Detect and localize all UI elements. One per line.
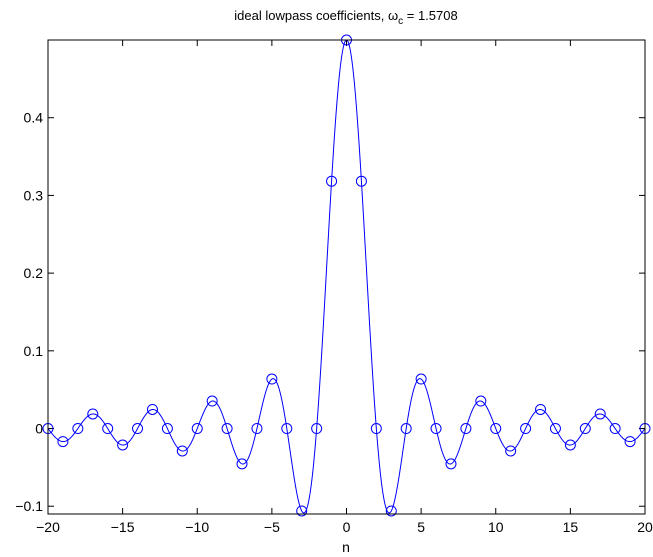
coefficient-marker: [355, 175, 367, 187]
coefficient-marker: [221, 423, 233, 435]
coefficient-marker: [385, 505, 397, 517]
x-tick-label: −15: [111, 519, 135, 535]
coefficient-marker: [281, 423, 293, 435]
x-tick-label: −5: [264, 519, 280, 535]
chart-title: ideal lowpass coefficients, ωc = 1.5708: [234, 8, 457, 27]
coefficient-marker: [490, 423, 502, 435]
chart-title-symbol: ω: [388, 8, 398, 23]
x-tick-label: 15: [563, 519, 579, 535]
coefficient-marker: [400, 423, 412, 435]
coefficient-marker: [72, 423, 84, 435]
y-tick-label: 0: [35, 421, 43, 437]
x-axis-label: n: [342, 539, 350, 555]
x-tick-label: 20: [637, 519, 653, 535]
coefficient-marker: [594, 408, 606, 420]
y-tick-label: −0.1: [15, 498, 43, 514]
coefficient-marker: [475, 395, 487, 407]
coefficient-marker: [146, 403, 158, 415]
coefficient-marker: [549, 423, 561, 435]
axes-box: [47, 39, 646, 515]
coefficient-marker: [266, 373, 278, 385]
coefficient-marker: [460, 423, 472, 435]
coefficient-marker: [176, 445, 188, 457]
coefficient-marker: [296, 505, 308, 517]
coefficient-marker: [161, 423, 173, 435]
tick-labels-layer: −20 −15 −10 −5 0 5 10 15 20 −0.1 0 0.1 0.2 0.3 0.4: [15, 110, 653, 535]
coefficient-marker: [236, 458, 248, 470]
coefficient-marker: [564, 439, 576, 451]
coefficient-marker: [520, 423, 532, 435]
y-tick-label: 0.3: [24, 187, 44, 203]
coefficient-marker: [505, 445, 517, 457]
x-tick-label: 10: [488, 519, 504, 535]
coefficient-marker: [535, 403, 547, 415]
coefficient-marker: [191, 423, 203, 435]
coefficient-marker: [102, 423, 114, 435]
y-tick-label: 0.4: [24, 110, 44, 126]
coefficient-marker: [311, 423, 323, 435]
coefficient-marker: [117, 439, 129, 451]
coefficient-marker: [326, 175, 338, 187]
x-tick-label: 5: [417, 519, 425, 535]
coefficient-marker: [87, 408, 99, 420]
markers-layer: [42, 34, 651, 517]
coefficient-marker: [609, 423, 621, 435]
coefficient-marker: [415, 373, 427, 385]
plot-area: [48, 40, 645, 514]
coefficient-marker: [57, 436, 69, 448]
coefficient-marker: [624, 436, 636, 448]
chart-title-prefix: ideal lowpass coefficients,: [234, 8, 388, 23]
x-tick-label: −20: [36, 519, 60, 535]
y-tick-label: 0.2: [24, 265, 44, 281]
chart-title-suffix: = 1.5708: [403, 8, 458, 23]
y-tick-label: 0.1: [24, 343, 44, 359]
x-tick-label: −10: [185, 519, 209, 535]
coefficient-marker: [370, 423, 382, 435]
chart-title-subscript: c: [398, 16, 403, 27]
coefficient-marker: [579, 423, 591, 435]
coefficient-marker: [206, 395, 218, 407]
coefficient-marker: [430, 423, 442, 435]
x-tick-label: 0: [343, 519, 351, 535]
coefficient-marker: [132, 423, 144, 435]
coefficient-marker: [445, 458, 457, 470]
coefficient-marker: [251, 423, 263, 435]
